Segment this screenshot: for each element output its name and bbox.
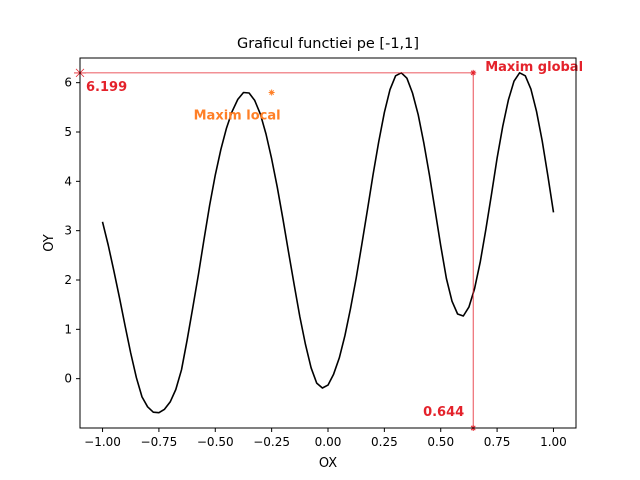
global-max-label: Maxim global [485,60,583,75]
x-tick-label: 0.00 [315,435,342,449]
y-tick-label: 0 [64,372,72,386]
y-axis-title: OY [42,234,57,252]
series-line [101,72,555,414]
y-tick-label: 5 [64,125,72,139]
x-tick-label: −0.50 [197,435,234,449]
local-max-label: Maxim local [194,109,281,124]
x-tick-label: −1.00 [84,435,121,449]
y-tick-label: 6 [64,76,72,90]
y-tick-label: 4 [64,174,72,188]
x-tick-label: −0.25 [253,435,290,449]
x-tick-label: 0.25 [371,435,398,449]
x-tick-label: 1.00 [540,435,567,449]
x-tick-label: 0.50 [427,435,454,449]
x-readout-label: 0.644 [423,405,464,420]
plot-area: Maxim global 6.199 0.644 Maxim local [74,60,583,431]
y-tick-label: 3 [64,224,72,238]
global-max-marker [470,69,477,76]
x-tick-label: −0.75 [141,435,178,449]
y-tick-label: 2 [64,273,72,287]
chart-title: Graficul functiei pe [-1,1] [237,36,419,52]
x-axis: −1.00 −0.75 −0.50 −0.25 0.00 0.25 0.50 0.75 1.00 [84,428,567,449]
y-readout-label: 6.199 [86,80,127,95]
x-axis-title: OX [319,456,337,471]
y-tick-label: 1 [64,322,72,336]
y-axis: 0 1 2 3 4 5 6 [64,76,80,386]
x-tick-label: 0.75 [484,435,511,449]
local-max-marker [268,89,275,96]
